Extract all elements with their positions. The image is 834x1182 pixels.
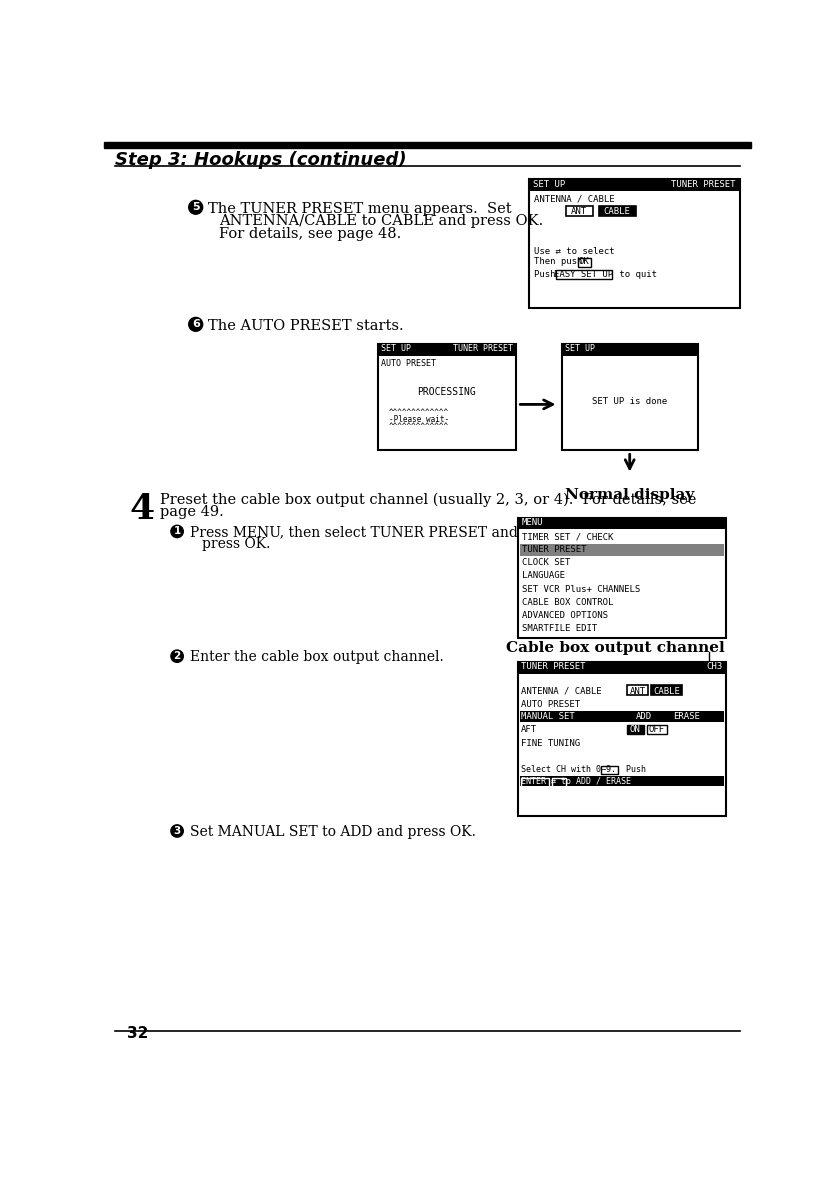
Text: 6: 6 (192, 319, 199, 330)
Text: CLOCK SET: CLOCK SET (522, 558, 570, 567)
Text: 5: 5 (192, 202, 199, 213)
Text: CH3: CH3 (706, 662, 723, 671)
Text: ANT: ANT (571, 207, 587, 216)
Circle shape (171, 525, 183, 538)
Bar (529, 178, 740, 191)
Text: Set MANUAL SET to ADD and press OK.: Set MANUAL SET to ADD and press OK. (189, 825, 475, 839)
Bar (518, 518, 726, 530)
Text: PROCESSING: PROCESSING (418, 387, 476, 397)
Text: 2: 2 (173, 651, 181, 661)
Bar (529, 178, 740, 309)
Text: Normal display: Normal display (565, 488, 695, 502)
Bar (566, 206, 592, 216)
Text: ^^^^^^^^^^^^^: ^^^^^^^^^^^^^ (389, 422, 449, 431)
Bar (520, 544, 724, 556)
Bar (578, 258, 591, 267)
Bar (378, 344, 515, 356)
Text: AFT: AFT (521, 725, 537, 734)
Text: Push: Push (534, 269, 560, 279)
Bar (562, 344, 698, 450)
Bar (556, 271, 612, 279)
Text: press OK.: press OK. (202, 537, 270, 551)
Text: SET UP is done: SET UP is done (592, 397, 667, 407)
Text: CABLE: CABLE (604, 207, 631, 216)
Text: Step 3: Hookups (continued): Step 3: Hookups (continued) (115, 151, 407, 169)
Circle shape (188, 318, 203, 331)
Text: to quit: to quit (614, 269, 657, 279)
Bar (520, 710, 724, 722)
Bar (378, 344, 515, 450)
Text: Then push: Then push (534, 258, 587, 266)
Text: Preset the cable box output channel (usually 2, 3, or 4).  For details, see: Preset the cable box output channel (usu… (160, 493, 696, 507)
Text: MANUAL SET: MANUAL SET (521, 712, 575, 721)
Text: SET UP: SET UP (565, 344, 595, 353)
Text: Press MENU, then select TUNER PRESET and: Press MENU, then select TUNER PRESET and (189, 525, 517, 539)
Bar (552, 778, 566, 787)
Text: LANGUAGE: LANGUAGE (522, 572, 565, 580)
Text: SMARTFILE EDIT: SMARTFILE EDIT (522, 624, 597, 632)
Bar (626, 686, 648, 695)
Bar (518, 662, 726, 674)
Text: OFF: OFF (649, 726, 665, 734)
Text: AUTO PRESET: AUTO PRESET (521, 700, 580, 709)
Text: SET UP: SET UP (381, 344, 411, 353)
Text: ^^^^^^^^^^^^^: ^^^^^^^^^^^^^ (389, 408, 449, 417)
Text: CABLE: CABLE (654, 687, 681, 696)
Text: MENU: MENU (521, 519, 543, 527)
Text: TIMER SET / CHECK: TIMER SET / CHECK (522, 532, 613, 541)
Text: ANTENNA/CABLE to CABLE and press OK.: ANTENNA/CABLE to CABLE and press OK. (219, 214, 543, 228)
Bar (521, 778, 549, 787)
Text: TUNER PRESET: TUNER PRESET (671, 180, 736, 189)
Text: Select CH with 0–9.  Push: Select CH with 0–9. Push (521, 765, 646, 774)
Text: CABLE BOX CONTROL: CABLE BOX CONTROL (522, 598, 613, 606)
Circle shape (188, 201, 203, 214)
Text: page 49.: page 49. (160, 505, 224, 519)
Bar (520, 775, 724, 786)
Text: EASY SET UP: EASY SET UP (555, 269, 614, 279)
Text: TUNER PRESET: TUNER PRESET (521, 662, 585, 671)
Bar (646, 725, 667, 734)
Text: ADVANCED OPTIONS: ADVANCED OPTIONS (522, 611, 608, 619)
Bar (518, 662, 726, 816)
Text: 4: 4 (129, 492, 154, 526)
Text: 1: 1 (173, 526, 181, 537)
Circle shape (171, 650, 183, 662)
Text: OK: OK (579, 258, 590, 266)
Circle shape (171, 825, 183, 837)
Bar (104, 142, 751, 148)
Bar (626, 725, 644, 734)
Text: ENTER ⇄ to ADD / ERASE: ENTER ⇄ to ADD / ERASE (521, 777, 631, 785)
Text: ON: ON (630, 726, 641, 734)
Text: The AUTO PRESET starts.: The AUTO PRESET starts. (208, 319, 404, 333)
Bar (518, 518, 726, 638)
Text: 32: 32 (128, 1026, 149, 1041)
Text: TUNER PRESET: TUNER PRESET (522, 545, 586, 554)
Bar (601, 766, 618, 774)
Text: Enter the cable box output channel.: Enter the cable box output channel. (189, 650, 443, 664)
Text: -Please wait-: -Please wait- (389, 415, 449, 424)
Text: TUNER PRESET: TUNER PRESET (453, 344, 513, 353)
Text: The TUNER PRESET menu appears.  Set: The TUNER PRESET menu appears. Set (208, 202, 512, 216)
Text: Cable box output channel: Cable box output channel (506, 641, 725, 655)
Bar (562, 344, 698, 356)
Text: ANTENNA / CABLE: ANTENNA / CABLE (534, 194, 614, 203)
Text: For details, see page 48.: For details, see page 48. (219, 227, 401, 241)
Text: FINE TUNING: FINE TUNING (521, 739, 580, 747)
Text: 3: 3 (173, 826, 181, 836)
Text: ANT: ANT (630, 687, 646, 696)
Text: ANTENNA / CABLE: ANTENNA / CABLE (521, 687, 602, 695)
Bar (599, 206, 636, 216)
Text: ERASE: ERASE (673, 712, 700, 721)
Bar (651, 686, 682, 695)
Text: AUTO PRESET: AUTO PRESET (381, 359, 436, 368)
Text: Use ⇄ to select: Use ⇄ to select (534, 247, 614, 255)
Text: SET VCR Plus+ CHANNELS: SET VCR Plus+ CHANNELS (522, 585, 641, 593)
Text: SET UP: SET UP (533, 180, 565, 189)
Text: ADD: ADD (636, 712, 652, 721)
